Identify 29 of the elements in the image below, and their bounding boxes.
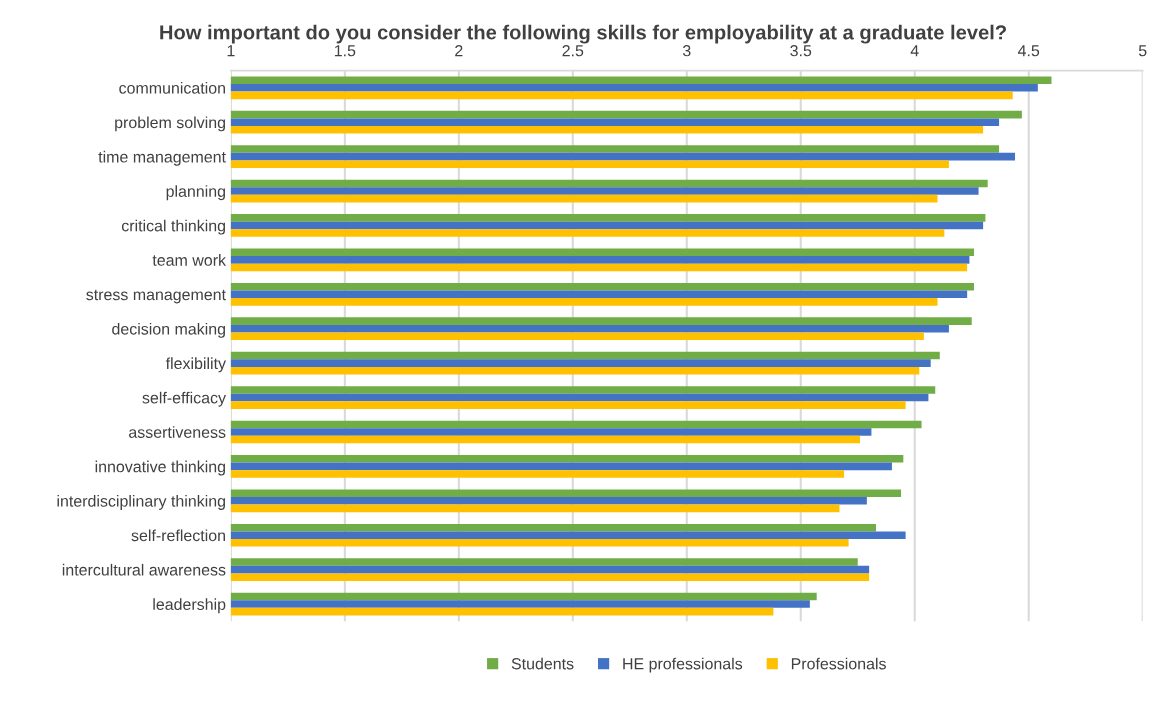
x-tick-label: 1 xyxy=(227,45,235,57)
legend-label: HE professionals xyxy=(623,657,743,673)
y-tick-label: intercultural awareness xyxy=(62,563,226,576)
y-tick-label: self-efficacy xyxy=(142,391,226,407)
y-tick-label: time management xyxy=(98,150,226,166)
y-tick-label: innovative thinking xyxy=(95,460,225,476)
y-tick-label: decision making xyxy=(112,322,225,338)
x-tick-label: 3 xyxy=(682,45,691,57)
y-tick-label: critical thinking xyxy=(121,219,225,235)
y-tick-label: team work xyxy=(152,254,227,266)
chart-title: How important do you consider the following skills for employability at a graduate level? xyxy=(160,24,1006,44)
legend-label: Professionals xyxy=(791,657,886,670)
y-tick-label: stress management xyxy=(86,289,226,304)
x-tick-label: 3.5 xyxy=(790,45,812,57)
y-tick-label: interdisciplinary thinking xyxy=(57,495,225,510)
x-tick-label: 2 xyxy=(455,45,463,57)
x-tick-label: 1.5 xyxy=(334,45,356,57)
y-tick-label: communication xyxy=(119,82,225,94)
y-tick-label: self-reflection xyxy=(131,529,225,542)
x-tick-label: 4 xyxy=(910,45,919,57)
y-tick-label: planning xyxy=(166,185,225,201)
x-tick-label: 2.5 xyxy=(562,45,584,57)
y-tick-label: flexibility xyxy=(165,357,226,373)
x-tick-label: 5 xyxy=(1138,45,1147,57)
y-tick-label: leadership xyxy=(153,598,226,614)
legend-label: Students xyxy=(511,657,574,670)
y-tick-label: problem solving xyxy=(115,116,225,132)
y-tick-label: assertiveness xyxy=(129,426,226,438)
x-tick-label: 4.5 xyxy=(1017,45,1040,57)
